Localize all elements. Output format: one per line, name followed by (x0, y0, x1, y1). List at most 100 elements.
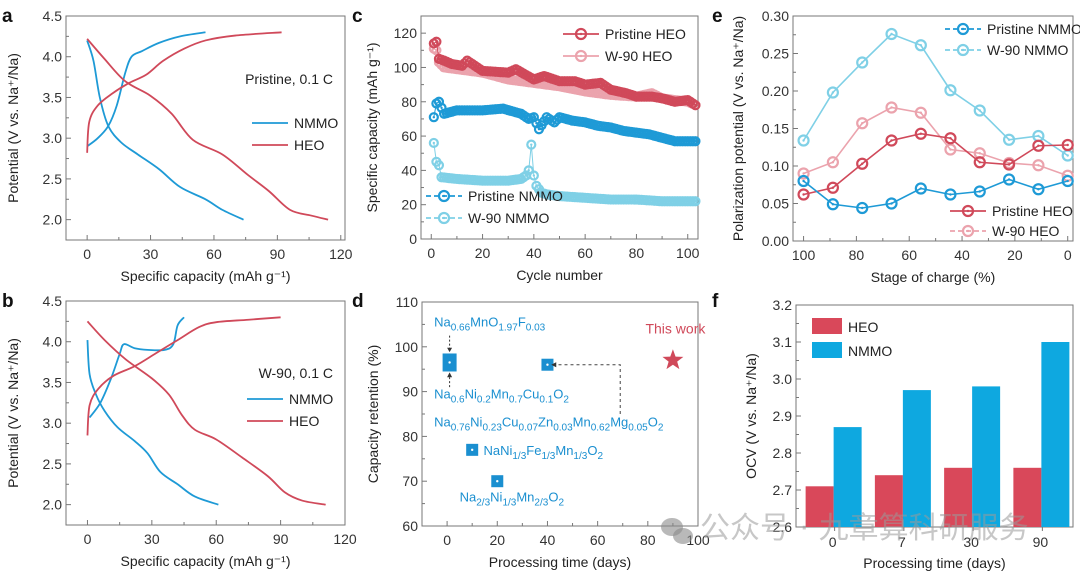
data-point-dot (831, 203, 835, 206)
data-point (690, 136, 701, 147)
formula-part: Na (460, 489, 477, 504)
curve-heo (86, 31, 282, 153)
x-tick-label: 60 (590, 532, 606, 548)
panel-c: c 0 20 40 60 80 100 120 0 20 40 60 80 100 Cycle number… (352, 6, 701, 283)
bar-nmmo (833, 427, 862, 527)
legend-pristine-nmmo-marker (437, 189, 451, 203)
data-point-dot (527, 169, 530, 172)
data-point-dot (831, 186, 835, 189)
x-tick-label: 0 (443, 532, 451, 548)
legend-w90-heo-marker (961, 224, 975, 238)
y-tick-label: 60 (401, 128, 417, 144)
data-point-dot (949, 193, 952, 196)
subscript: 0.66 (451, 323, 471, 334)
data-point-dot (802, 179, 805, 183)
data-point-dot (1066, 179, 1069, 183)
data-point-dot (802, 172, 805, 175)
formula-part: Fe (526, 443, 541, 458)
data-point-dot (1007, 178, 1011, 181)
bar-heo (944, 467, 973, 527)
formula-part: Mn (555, 443, 573, 458)
data-point-dot (1007, 163, 1011, 166)
y-tick-label: 3.1 (773, 334, 793, 350)
legend-pristine-heo-label: Pristine HEO (992, 203, 1073, 219)
subscript: 1/3 (573, 451, 587, 462)
legend-swatch-nmmo (812, 342, 842, 358)
arrow-head (447, 347, 453, 353)
subscript: 2 (558, 497, 564, 508)
data-point (914, 39, 927, 52)
y-tick-label: 80 (401, 94, 417, 110)
x-tick-label: 60 (206, 246, 222, 262)
data-point-dot (949, 137, 952, 140)
y-tick-label: 70 (402, 473, 418, 489)
x-tick-label: 30 (143, 246, 159, 262)
watermark-text: 公众号 · 九章算科研服务 (700, 511, 1029, 546)
x-tick-label: 7 (898, 534, 906, 550)
curve-nmmo (88, 316, 185, 419)
data-point-dot (919, 132, 923, 135)
label-na076: Na0.76Ni0.23Cu0.07Zn0.03Mn0.62Mg0.05O2 (434, 415, 664, 434)
watermark: 公众号 · 九章算科研服务 (661, 511, 1029, 546)
data-point-dot (890, 32, 893, 36)
bar-nmmo (902, 390, 931, 527)
data-point-dot (435, 40, 438, 43)
curve-heo (86, 316, 281, 436)
x-axis-label: Specific capacity (mAh g⁻¹) (121, 553, 291, 569)
legend-w90-heo-marker-dot (966, 229, 970, 233)
y-tick-label: 100 (395, 339, 419, 355)
data-point-dot (1037, 188, 1040, 191)
data-point-dot (1066, 143, 1069, 147)
x-tick-label: 80 (629, 245, 645, 261)
legend-label-heo: HEO (848, 319, 878, 335)
data-point (973, 156, 986, 169)
formula-part: Cu (502, 415, 519, 430)
x-tick-label: 40 (526, 245, 542, 261)
y-tick-label: 20 (401, 197, 417, 213)
formula-part: Na (434, 315, 451, 330)
legend-pristine-heo-marker-dot (579, 32, 583, 36)
x-tick-label: 20 (489, 532, 505, 548)
y-tick-label: 40 (401, 162, 417, 178)
data-point-dot (890, 106, 893, 109)
subscript: 2/3 (476, 497, 490, 508)
y-tick-label: 110 (396, 294, 419, 310)
y-axis-label: Capacity retention (%) (365, 345, 381, 484)
data-point (433, 160, 445, 171)
data-point-dot (890, 139, 893, 142)
data-point-dot (1037, 144, 1040, 147)
x-tick-label: 100 (792, 247, 816, 263)
subscript: 0.23 (482, 423, 502, 434)
panel-f: f 2.6 2.7 2.8 2.9 3.0 3.1 3.2 Processing time (d… (712, 291, 1074, 571)
y-axis-label: Potential (V vs. Na⁺/Na) (5, 338, 21, 488)
data-point (856, 56, 869, 69)
data-point-dot (530, 143, 533, 146)
data-point (1002, 173, 1016, 186)
formula-part: Mn (573, 415, 591, 430)
data-point (944, 143, 957, 156)
legend-w90-heo-marker (574, 49, 588, 63)
legend-w90-heo-label: W-90 HEO (605, 48, 673, 64)
data-point (1032, 159, 1045, 172)
y-tick-label: 0.20 (762, 83, 789, 99)
formula-part: Na (434, 386, 451, 401)
data-point (826, 156, 839, 169)
subscript: 0.6 (451, 394, 465, 405)
wechat-icon (673, 528, 693, 544)
legend-w90-nmmo-label: W-90 NMMO (987, 42, 1069, 58)
x-axis-label: Specific capacity (mAh g⁻¹) (121, 268, 291, 284)
data-point (973, 185, 986, 198)
data-point-dot (831, 161, 835, 164)
legend-pristine-heo-marker (574, 27, 588, 41)
subscript: 0.03 (553, 423, 573, 434)
arrow-head (551, 362, 557, 368)
data-point (944, 188, 957, 201)
formula-part: Ni (470, 415, 482, 430)
data-point (826, 198, 839, 211)
formula-part: NaNi (483, 443, 512, 458)
y-axis-label: Potential (V vs. Na⁺/Na) (5, 53, 21, 203)
marker-dot (546, 363, 549, 366)
data-point (549, 117, 560, 128)
formula-part: O (548, 489, 558, 504)
legend-pristine-nmmo-marker-dot (961, 27, 965, 31)
